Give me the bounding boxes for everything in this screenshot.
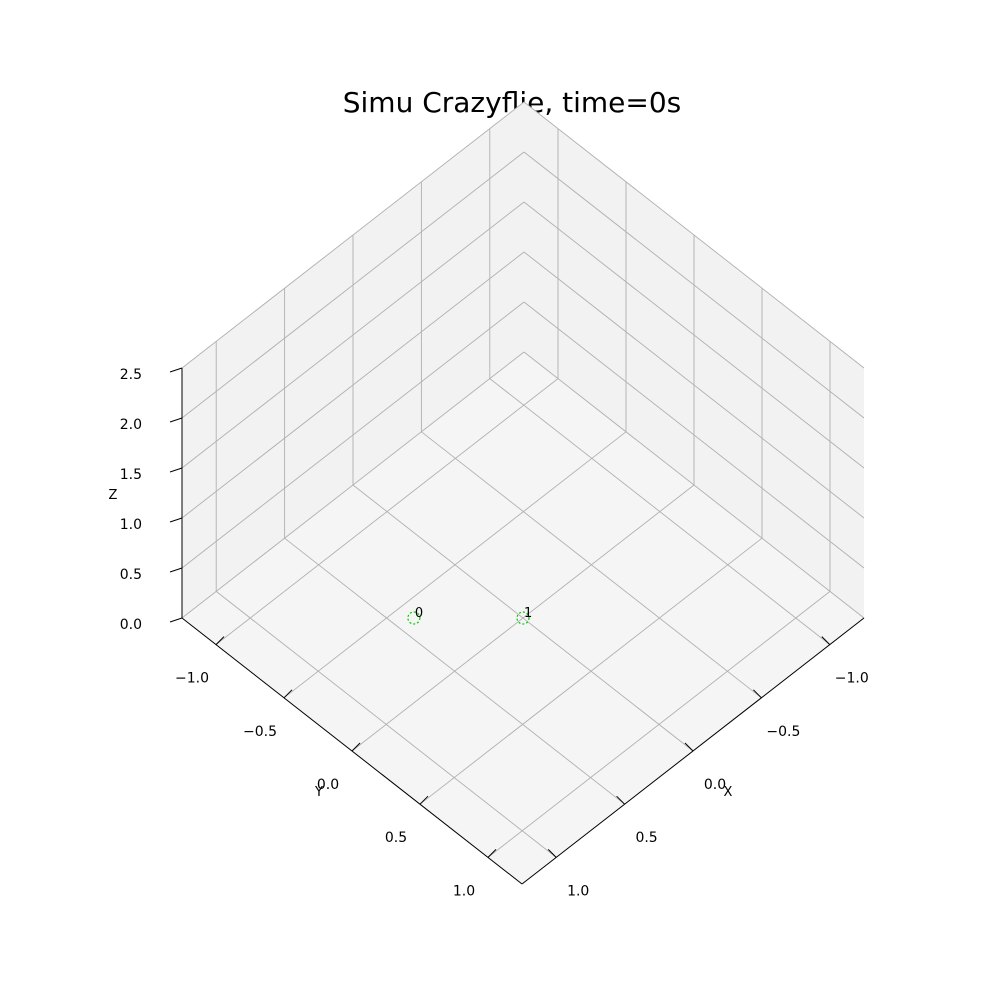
left-wall-gridline-z xyxy=(181,351,525,619)
z-tick-labels: 0.0 0.5 1.0 1.5 2.0 2.5 xyxy=(120,367,142,633)
right-wall-gridline-z xyxy=(523,251,865,519)
right-wall-gridline-z xyxy=(523,151,865,419)
y-tick xyxy=(351,742,361,752)
z-axis-label: Z xyxy=(109,488,118,503)
z-tick-label: 1.5 xyxy=(120,467,142,483)
floor-gridline-x xyxy=(284,537,625,805)
y-axis-label: Y xyxy=(314,785,323,800)
floor-gridline-x xyxy=(215,591,557,858)
y-tick-label: −1.0 xyxy=(175,671,209,687)
left-wall-gridline-z xyxy=(181,151,525,419)
y-tick-labels: −1.0 −0.5 0.0 0.5 1.0 xyxy=(175,671,475,900)
right-wall-gridline-z xyxy=(523,101,865,369)
drone-label: 0 xyxy=(415,606,423,621)
z-tick-label: 2.5 xyxy=(120,367,142,383)
y-tick-label: 0.0 xyxy=(317,777,339,793)
x-tick-label: 0.5 xyxy=(635,830,657,846)
x-tick-label: −1.0 xyxy=(835,671,869,687)
y-tick-label: −0.5 xyxy=(243,724,277,740)
drone-marker xyxy=(516,611,530,625)
x-tick-labels: −1.0 −0.5 0.0 0.5 1.0 xyxy=(567,671,869,900)
x-tick-label: −0.5 xyxy=(766,724,800,740)
x-tick xyxy=(547,849,557,858)
x-tick-label: 1.0 xyxy=(567,883,589,899)
right-wall-gridline-z xyxy=(523,351,865,619)
left-wall-gridline-z xyxy=(181,101,525,369)
z-tick xyxy=(169,517,183,523)
z-tick xyxy=(169,367,183,373)
z-tick-label: 1.0 xyxy=(120,517,142,533)
drone-marker xyxy=(407,611,421,625)
left-wall-gridline-z xyxy=(181,201,525,469)
z-tick xyxy=(169,617,183,623)
floor-gridline-y xyxy=(351,484,695,752)
x-tick-label: 0.0 xyxy=(704,777,726,793)
left-wall-gridline-z xyxy=(181,301,525,569)
y-tick-label: 0.5 xyxy=(385,830,407,846)
x-axis-label: X xyxy=(724,785,733,800)
y-tick xyxy=(487,849,497,858)
x-tick xyxy=(821,636,831,645)
z-tick-label: 0.5 xyxy=(120,567,142,583)
right-wall-gridline-z xyxy=(523,301,865,569)
left-wall-gridline-z xyxy=(181,251,525,519)
z-tick-label: 0.0 xyxy=(120,617,142,633)
drone-label: 1 xyxy=(524,606,532,621)
floor-gridline-y xyxy=(487,591,831,858)
z-tick xyxy=(169,467,183,473)
gridlines xyxy=(181,101,865,858)
z-tick-label: 2.0 xyxy=(120,417,142,433)
y-tick xyxy=(283,689,293,699)
z-tick xyxy=(169,567,183,573)
right-wall-gridline-z xyxy=(523,201,865,469)
floor-gridline-y xyxy=(419,537,763,805)
y-tick-label: 1.0 xyxy=(453,883,475,899)
x-tick xyxy=(616,795,625,805)
y-tick xyxy=(419,795,429,805)
z-tick xyxy=(169,417,183,423)
x-tick xyxy=(753,689,762,699)
x-tick xyxy=(684,742,694,752)
tick-marks xyxy=(169,367,831,858)
y-tick xyxy=(215,636,225,645)
